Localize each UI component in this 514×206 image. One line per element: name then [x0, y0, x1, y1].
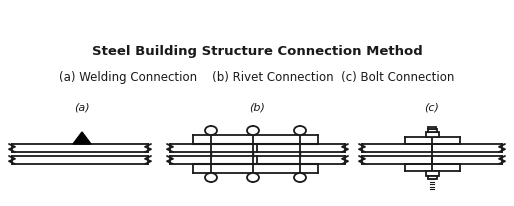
Text: (a): (a) — [74, 102, 90, 111]
Bar — [428, 176, 436, 179]
Text: (a) Welding Connection    (b) Rivet Connection  (c) Bolt Connection: (a) Welding Connection (b) Rivet Connect… — [59, 70, 455, 83]
Ellipse shape — [247, 126, 259, 135]
Text: (c): (c) — [425, 102, 439, 111]
Text: (b): (b) — [249, 102, 265, 111]
Polygon shape — [73, 132, 91, 144]
Bar — [428, 127, 436, 129]
Ellipse shape — [294, 126, 306, 135]
Bar — [426, 132, 438, 137]
Ellipse shape — [294, 173, 306, 182]
Bar — [428, 129, 436, 132]
Ellipse shape — [205, 173, 217, 182]
Ellipse shape — [205, 126, 217, 135]
Bar — [426, 171, 438, 176]
Ellipse shape — [247, 173, 259, 182]
Text: Steel Building Structure Connection Method: Steel Building Structure Connection Meth… — [91, 45, 423, 58]
